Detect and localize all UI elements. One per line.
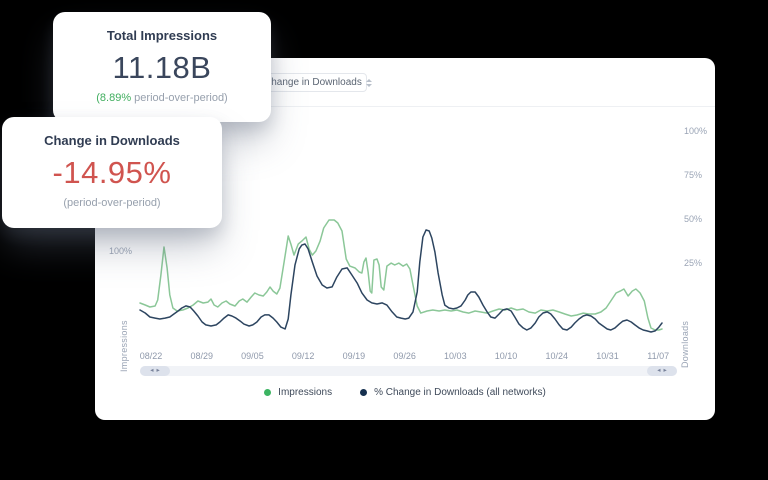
- right-axis-title: Downloads: [680, 320, 690, 368]
- arrow-left-icon: ◂: [657, 366, 661, 374]
- x-axis-tick: 10/03: [444, 351, 467, 361]
- x-axis-tick: 09/12: [291, 351, 315, 361]
- x-axis-tick: 11/07: [647, 351, 670, 361]
- x-axis-tick: 09/19: [342, 351, 366, 361]
- legend-label: Impressions: [278, 387, 333, 398]
- right-axis-tick: 25%: [684, 258, 703, 268]
- x-axis-tick: 08/22: [139, 351, 163, 361]
- chart-range-scrollbar[interactable]: ◂ ▸ ◂ ▸: [140, 366, 677, 376]
- legend-item[interactable]: Impressions: [264, 387, 332, 398]
- series-line: [139, 219, 663, 331]
- card-value: -14.95%: [52, 155, 172, 190]
- card-title: Total Impressions: [106, 28, 218, 43]
- arrow-right-icon: ▸: [663, 366, 667, 374]
- right-axis-tick: 50%: [684, 214, 703, 224]
- panel-divider: [95, 106, 715, 107]
- metric-dropdown[interactable]: Change in Downloads: [255, 73, 372, 92]
- card-value: 11.18B: [112, 50, 212, 85]
- change-percent: (8.89%: [96, 92, 132, 104]
- x-axis-tick: 10/31: [596, 351, 619, 361]
- right-axis-tick: 100%: [684, 126, 708, 136]
- legend-dot-icon: [360, 389, 368, 396]
- x-axis-tick: 08/29: [190, 351, 213, 361]
- kpi-card-total-impressions: Total Impressions 11.18B (8.89% period-o…: [53, 12, 271, 122]
- card-subtext: (period-over-period): [63, 197, 161, 209]
- x-axis-tick: 09/05: [241, 351, 264, 361]
- chart-legend: Impressions % Change in Downloads (all ne…: [95, 387, 715, 398]
- x-axis-tick: 10/24: [545, 351, 569, 361]
- change-suffix: period-over-period): [131, 92, 228, 104]
- select-chevrons-icon: [365, 78, 372, 87]
- scrollbar-left-handle[interactable]: ◂ ▸: [140, 366, 170, 376]
- legend-item[interactable]: % Change in Downloads (all networks): [360, 387, 546, 398]
- x-axis-tick: 10/10: [494, 351, 518, 361]
- card-title: Change in Downloads: [44, 133, 180, 148]
- series-line: [139, 229, 663, 333]
- legend-label: % Change in Downloads (all networks): [374, 387, 546, 398]
- x-axis-tick: 09/26: [393, 351, 416, 361]
- right-axis-tick: 75%: [684, 170, 703, 180]
- legend-dot-icon: [264, 389, 272, 396]
- left-axis-tick-100: 100%: [109, 246, 133, 256]
- metric-dropdown-value: Change in Downloads: [264, 77, 362, 88]
- left-axis-title: Impressions: [119, 320, 129, 372]
- card-subtext: (8.89% period-over-period): [53, 92, 271, 104]
- arrow-left-icon: ◂: [150, 366, 154, 374]
- kpi-card-change-in-downloads: Change in Downloads -14.95% (period-over…: [2, 117, 222, 228]
- arrow-right-icon: ▸: [156, 366, 160, 374]
- scrollbar-right-handle[interactable]: ◂ ▸: [647, 366, 677, 376]
